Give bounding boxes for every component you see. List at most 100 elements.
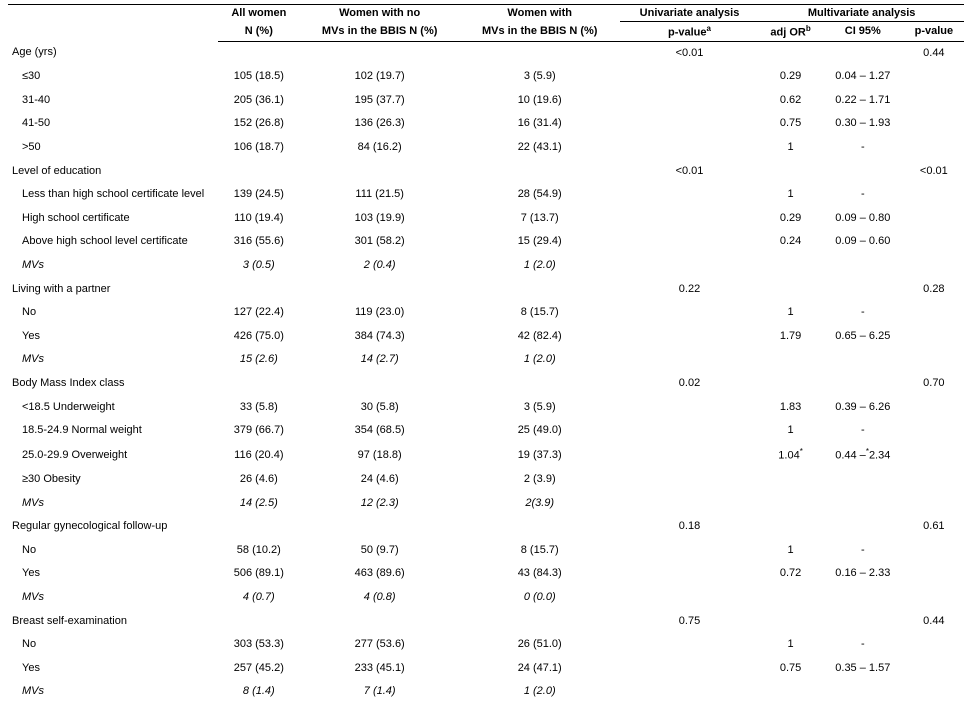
table-cell: 1 xyxy=(759,419,822,443)
table-cell: 0.65 – 6.25 xyxy=(822,325,904,349)
table-cell xyxy=(620,419,760,443)
table-cell xyxy=(904,65,964,89)
table-cell: 16 (31.4) xyxy=(460,112,620,136)
table-cell xyxy=(759,254,822,278)
table-cell: - xyxy=(822,539,904,563)
table-cell xyxy=(759,468,822,492)
row-label: No xyxy=(8,539,218,563)
table-cell xyxy=(822,586,904,610)
table-cell: 42 (82.4) xyxy=(460,325,620,349)
table-cell xyxy=(620,468,760,492)
table-cell: 0 (0.0) xyxy=(460,586,620,610)
row-label: Level of education xyxy=(8,160,218,184)
table-cell: 379 (66.7) xyxy=(218,419,300,443)
table-cell: 3 (0.5) xyxy=(218,254,300,278)
table-cell: 30 (5.8) xyxy=(300,396,460,420)
table-cell: 8 (1.4) xyxy=(218,680,300,704)
table-cell xyxy=(759,515,822,539)
table-cell xyxy=(822,515,904,539)
table-cell xyxy=(822,610,904,634)
table-cell: 152 (26.8) xyxy=(218,112,300,136)
row-label: <18.5 Underweight xyxy=(8,396,218,420)
row-label: 41-50 xyxy=(8,112,218,136)
col-adj-or: adj ORb xyxy=(759,22,822,42)
table-cell xyxy=(904,325,964,349)
table-cell: 233 (45.1) xyxy=(300,657,460,681)
table-cell xyxy=(904,562,964,586)
table-cell xyxy=(620,254,760,278)
table-cell: 8 (15.7) xyxy=(460,539,620,563)
row-label: No xyxy=(8,301,218,325)
row-label: Above high school level certificate xyxy=(8,230,218,254)
table-cell: 2 (3.9) xyxy=(460,468,620,492)
col-univariate: Univariate analysis xyxy=(620,5,760,22)
table-cell: 33 (5.8) xyxy=(218,396,300,420)
row-label: Regular gynecological follow-up xyxy=(8,515,218,539)
table-row: Yes257 (45.2)233 (45.1)24 (47.1)0.750.35… xyxy=(8,657,964,681)
table-cell xyxy=(460,515,620,539)
table-cell: 127 (22.4) xyxy=(218,301,300,325)
table-cell xyxy=(822,680,904,704)
table-cell xyxy=(759,492,822,516)
table-cell xyxy=(218,372,300,396)
row-label: Breast self-examination xyxy=(8,610,218,634)
table-cell xyxy=(620,230,760,254)
table-cell: 19 (37.3) xyxy=(460,443,620,468)
row-label: High school certificate xyxy=(8,207,218,231)
table-cell: 384 (74.3) xyxy=(300,325,460,349)
table-cell: 205 (36.1) xyxy=(218,89,300,113)
table-cell xyxy=(620,657,760,681)
row-label: Yes xyxy=(8,657,218,681)
table-cell xyxy=(620,136,760,160)
table-cell: 102 (19.7) xyxy=(300,65,460,89)
table-cell: 1.83 xyxy=(759,396,822,420)
table-cell xyxy=(620,633,760,657)
table-cell xyxy=(460,372,620,396)
table-cell xyxy=(759,610,822,634)
table-cell: 10 (19.6) xyxy=(460,89,620,113)
table-cell: 106 (18.7) xyxy=(218,136,300,160)
table-cell xyxy=(904,348,964,372)
table-cell: - xyxy=(822,301,904,325)
table-cell xyxy=(904,680,964,704)
table-cell: 26 (4.6) xyxy=(218,468,300,492)
table-row: No127 (22.4)119 (23.0)8 (15.7)1- xyxy=(8,301,964,325)
table-cell: 50 (9.7) xyxy=(300,539,460,563)
table-cell xyxy=(904,207,964,231)
table-cell: 301 (58.2) xyxy=(300,230,460,254)
table-cell xyxy=(620,112,760,136)
table-cell xyxy=(822,468,904,492)
table-cell xyxy=(904,254,964,278)
table-cell: 0.44 –*2.34 xyxy=(822,443,904,468)
table-row: High school certificate110 (19.4)103 (19… xyxy=(8,207,964,231)
table-cell: 0.18 xyxy=(620,515,760,539)
table-cell xyxy=(904,443,964,468)
col-multivariate: Multivariate analysis xyxy=(759,5,964,22)
table-cell: 111 (21.5) xyxy=(300,183,460,207)
table-cell: 1 (2.0) xyxy=(460,348,620,372)
col-with-mv: Women with xyxy=(460,5,620,22)
table-row: Less than high school certificate level1… xyxy=(8,183,964,207)
table-cell xyxy=(218,515,300,539)
table-cell xyxy=(904,468,964,492)
data-table: All women Women with no Women with Univa… xyxy=(8,4,964,704)
table-cell xyxy=(460,278,620,302)
table-cell: 0.22 xyxy=(620,278,760,302)
table-cell: 22 (43.1) xyxy=(460,136,620,160)
table-cell xyxy=(822,41,904,65)
table-cell xyxy=(904,419,964,443)
table-cell: 12 (2.3) xyxy=(300,492,460,516)
table-cell: 0.35 – 1.57 xyxy=(822,657,904,681)
table-cell: 3 (5.9) xyxy=(460,65,620,89)
table-cell xyxy=(904,492,964,516)
table-cell: 0.44 xyxy=(904,610,964,634)
row-label: ≥30 Obesity xyxy=(8,468,218,492)
row-label: Body Mass Index class xyxy=(8,372,218,396)
col-nomv-sub: MVs in the BBIS N (%) xyxy=(300,22,460,42)
col-all-women: All women xyxy=(218,5,300,22)
row-label: Yes xyxy=(8,562,218,586)
table-cell xyxy=(904,89,964,113)
table-cell: <0.01 xyxy=(620,41,760,65)
row-label: MVs xyxy=(8,254,218,278)
table-row: MVs14 (2.5)12 (2.3)2(3.9) xyxy=(8,492,964,516)
